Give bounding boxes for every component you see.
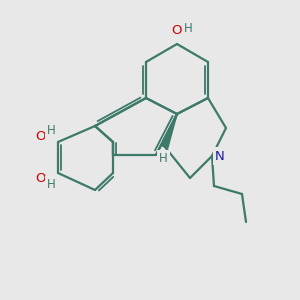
Polygon shape — [162, 114, 177, 148]
Text: O: O — [172, 25, 182, 38]
Text: H: H — [159, 152, 167, 166]
Text: N: N — [215, 149, 225, 163]
Text: O: O — [36, 172, 46, 184]
Text: H: H — [46, 178, 56, 191]
Text: H: H — [184, 22, 192, 34]
Text: H: H — [46, 124, 56, 136]
Text: O: O — [36, 130, 46, 143]
